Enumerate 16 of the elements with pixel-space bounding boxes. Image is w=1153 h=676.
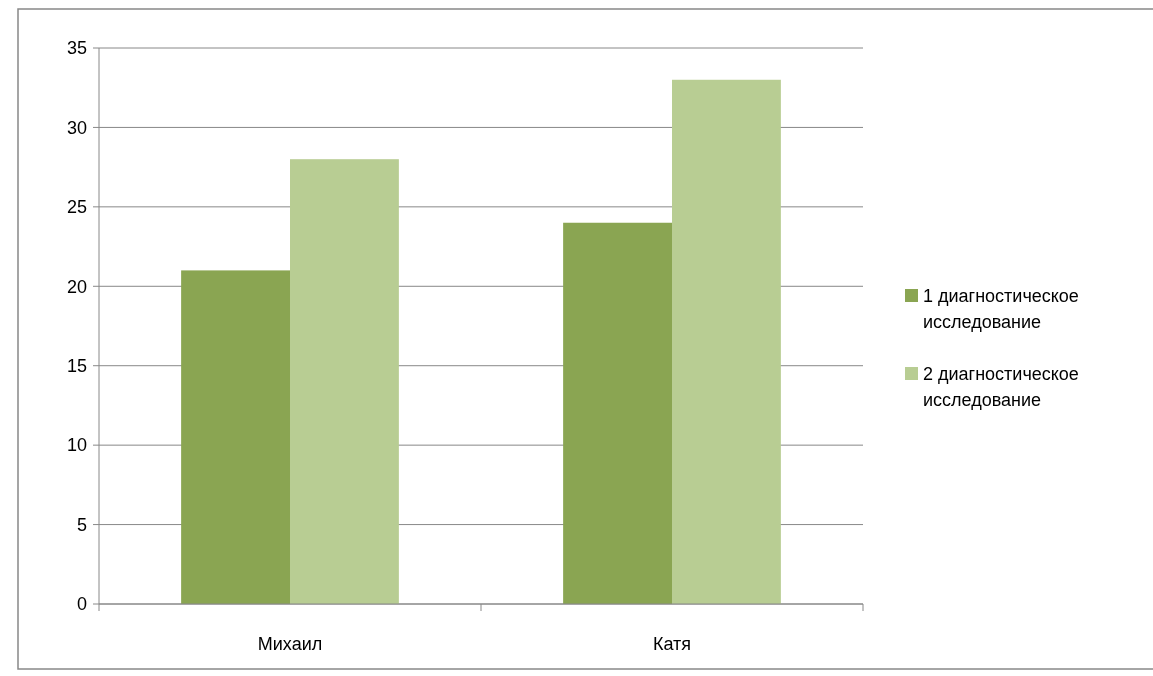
y-tick-label: 20 xyxy=(66,276,87,297)
y-tick-label: 35 xyxy=(66,38,87,59)
legend-label: 2 диагностическое исследование xyxy=(923,364,1079,411)
y-tick-label: 5 xyxy=(76,514,87,535)
y-tick-label: 10 xyxy=(66,435,87,456)
y-tick-label: 30 xyxy=(66,117,87,138)
y-tick-label: 0 xyxy=(76,594,87,615)
x-tick-label: Катя xyxy=(652,634,692,654)
bar xyxy=(290,159,399,604)
y-tick-label: 25 xyxy=(66,197,87,218)
legend-label: 1 диагностическое исследование xyxy=(923,286,1079,333)
bar xyxy=(672,79,781,604)
bar xyxy=(181,270,290,604)
x-tick-label: Михаил xyxy=(257,634,323,654)
bar xyxy=(563,222,672,604)
y-tick-label: 15 xyxy=(66,356,87,377)
